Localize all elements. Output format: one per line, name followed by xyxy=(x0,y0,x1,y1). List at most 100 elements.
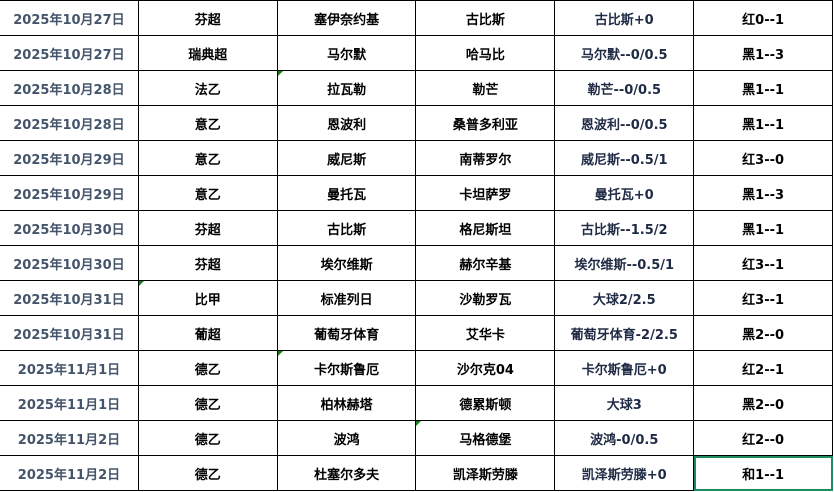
cell-date[interactable]: 2025年10月27日 xyxy=(0,35,139,71)
cell-league[interactable]: 芬超 xyxy=(137,245,278,281)
cell-away[interactable]: 赫尔辛基 xyxy=(415,245,556,281)
cell-date[interactable]: 2025年10月28日 xyxy=(0,70,139,106)
cell-handicap[interactable]: 古比斯--1.5/2 xyxy=(554,210,695,246)
cell-result[interactable]: 红2--0 xyxy=(693,420,833,456)
cell-date[interactable]: 2025年10月29日 xyxy=(0,140,139,176)
cell-date[interactable]: 2025年11月1日 xyxy=(0,350,139,386)
cell-away[interactable]: 勒芒 xyxy=(415,70,556,106)
cell-league[interactable]: 德乙 xyxy=(137,455,278,491)
cell-handicap[interactable]: 葡萄牙体育-2/2.5 xyxy=(554,315,695,351)
cell-away[interactable]: 古比斯 xyxy=(415,0,556,36)
cell-home[interactable]: 塞伊奈约基 xyxy=(276,0,417,36)
cell-handicap[interactable]: 威尼斯--0.5/1 xyxy=(554,140,695,176)
cell-result[interactable]: 黑2--0 xyxy=(693,385,833,421)
cell-date[interactable]: 2025年11月1日 xyxy=(0,385,139,421)
cell-league[interactable]: 葡超 xyxy=(137,315,278,351)
cell-result[interactable]: 红3--1 xyxy=(693,280,833,316)
cell-handicap[interactable]: 古比斯+0 xyxy=(554,0,695,36)
cell-home[interactable]: 曼托瓦 xyxy=(276,175,417,211)
table-row: 2025年11月2日 德乙 波鸿 马格德堡 波鸿-0/0.5 红2--0 xyxy=(0,420,833,456)
cell-away[interactable]: 德累斯顿 xyxy=(415,385,556,421)
cell-home[interactable]: 埃尔维斯 xyxy=(276,245,417,281)
table-row: 2025年10月27日 瑞典超 马尔默 哈马比 马尔默--0/0.5 黑1--3 xyxy=(0,35,833,71)
cell-handicap[interactable]: 恩波利--0/0.5 xyxy=(554,105,695,141)
cell-result[interactable]: 黑1--3 xyxy=(693,35,833,71)
cell-handicap[interactable]: 卡尔斯鲁厄+0 xyxy=(554,350,695,386)
cell-date[interactable]: 2025年10月28日 xyxy=(0,105,139,141)
cell-result[interactable]: 黑1--1 xyxy=(693,70,833,106)
cell-away[interactable]: 格尼斯坦 xyxy=(415,210,556,246)
cell-date[interactable]: 2025年11月2日 xyxy=(0,455,139,491)
table-row: 2025年10月30日 芬超 古比斯 格尼斯坦 古比斯--1.5/2 黑1--1 xyxy=(0,210,833,246)
cell-home[interactable]: 杜塞尔多夫 xyxy=(276,455,417,491)
cell-home[interactable]: 波鸿 xyxy=(276,420,417,456)
cell-league[interactable]: 芬超 xyxy=(137,0,278,36)
cell-result[interactable]: 红2--1 xyxy=(693,350,833,386)
table-row: 2025年10月29日 意乙 威尼斯 南蒂罗尔 威尼斯--0.5/1 红3--0 xyxy=(0,140,833,176)
cell-home[interactable]: 柏林赫塔 xyxy=(276,385,417,421)
cell-date[interactable]: 2025年10月30日 xyxy=(0,210,139,246)
cell-result[interactable]: 黑2--0 xyxy=(693,315,833,351)
table-row: 2025年10月27日 芬超 塞伊奈约基 古比斯 古比斯+0 红0--1 xyxy=(0,0,833,36)
cell-away[interactable]: 凯泽斯劳滕 xyxy=(415,455,556,491)
cell-away[interactable]: 艾华卡 xyxy=(415,315,556,351)
cell-league[interactable]: 芬超 xyxy=(137,210,278,246)
cell-date[interactable]: 2025年11月2日 xyxy=(0,420,139,456)
cell-home[interactable]: 威尼斯 xyxy=(276,140,417,176)
cell-handicap[interactable]: 大球3 xyxy=(554,385,695,421)
cell-away[interactable]: 沙勒罗瓦 xyxy=(415,280,556,316)
cell-league[interactable]: 德乙 xyxy=(137,420,278,456)
cell-league[interactable]: 意乙 xyxy=(137,140,278,176)
cell-date[interactable]: 2025年10月27日 xyxy=(0,0,139,36)
cell-league[interactable]: 比甲 xyxy=(137,280,278,316)
comment-marker-icon xyxy=(277,351,283,356)
cell-result[interactable]: 和1--1 xyxy=(693,455,833,491)
cell-result[interactable]: 黑1--1 xyxy=(693,105,833,141)
comment-marker-icon xyxy=(416,421,422,426)
cell-league[interactable]: 意乙 xyxy=(137,105,278,141)
cell-league[interactable]: 法乙 xyxy=(137,70,278,106)
cell-away[interactable]: 南蒂罗尔 xyxy=(415,140,556,176)
comment-marker-icon xyxy=(138,281,144,286)
cell-handicap[interactable]: 凯泽斯劳滕+0 xyxy=(554,455,695,491)
cell-handicap[interactable]: 波鸿-0/0.5 xyxy=(554,420,695,456)
cell-result[interactable]: 红3--1 xyxy=(693,245,833,281)
cell-date[interactable]: 2025年10月29日 xyxy=(0,175,139,211)
table-row: 2025年11月1日 德乙 卡尔斯鲁厄 沙尔克04 卡尔斯鲁厄+0 红2--1 xyxy=(0,350,833,386)
comment-marker-icon xyxy=(277,71,283,76)
cell-home[interactable]: 葡萄牙体育 xyxy=(276,315,417,351)
cell-away[interactable]: 哈马比 xyxy=(415,35,556,71)
cell-league[interactable]: 瑞典超 xyxy=(137,35,278,71)
cell-away[interactable]: 卡坦萨罗 xyxy=(415,175,556,211)
table-row: 2025年10月30日 芬超 埃尔维斯 赫尔辛基 埃尔维斯--0.5/1 红3--1 xyxy=(0,245,833,281)
cell-home[interactable]: 卡尔斯鲁厄 xyxy=(276,350,417,386)
cell-home[interactable]: 恩波利 xyxy=(276,105,417,141)
cell-league[interactable]: 德乙 xyxy=(137,385,278,421)
table-row: 2025年10月28日 意乙 恩波利 桑普多利亚 恩波利--0/0.5 黑1--1 xyxy=(0,105,833,141)
cell-result[interactable]: 黑1--3 xyxy=(693,175,833,211)
cell-date[interactable]: 2025年10月30日 xyxy=(0,245,139,281)
cell-result[interactable]: 黑1--1 xyxy=(693,210,833,246)
cell-handicap[interactable]: 勒芒--0/0.5 xyxy=(554,70,695,106)
cell-home[interactable]: 拉瓦勒 xyxy=(276,70,417,106)
table-row: 2025年11月2日 德乙 杜塞尔多夫 凯泽斯劳滕 凯泽斯劳滕+0 和1--1 xyxy=(0,455,833,491)
cell-result[interactable]: 红0--1 xyxy=(693,0,833,36)
table-row: 2025年11月1日 德乙 柏林赫塔 德累斯顿 大球3 黑2--0 xyxy=(0,385,833,421)
cell-home[interactable]: 古比斯 xyxy=(276,210,417,246)
cell-away[interactable]: 马格德堡 xyxy=(415,420,556,456)
cell-league[interactable]: 意乙 xyxy=(137,175,278,211)
cell-handicap[interactable]: 埃尔维斯--0.5/1 xyxy=(554,245,695,281)
cell-away[interactable]: 桑普多利亚 xyxy=(415,105,556,141)
table-row: 2025年10月31日 比甲 标准列日 沙勒罗瓦 大球2/2.5 红3--1 xyxy=(0,280,833,316)
cell-result[interactable]: 红3--0 xyxy=(693,140,833,176)
cell-home[interactable]: 标准列日 xyxy=(276,280,417,316)
cell-handicap[interactable]: 大球2/2.5 xyxy=(554,280,695,316)
cell-away[interactable]: 沙尔克04 xyxy=(415,350,556,386)
cell-date[interactable]: 2025年10月31日 xyxy=(0,315,139,351)
cell-league[interactable]: 德乙 xyxy=(137,350,278,386)
cell-handicap[interactable]: 马尔默--0/0.5 xyxy=(554,35,695,71)
cell-date[interactable]: 2025年10月31日 xyxy=(0,280,139,316)
cell-home[interactable]: 马尔默 xyxy=(276,35,417,71)
cell-handicap[interactable]: 曼托瓦+0 xyxy=(554,175,695,211)
table-row: 2025年10月29日 意乙 曼托瓦 卡坦萨罗 曼托瓦+0 黑1--3 xyxy=(0,175,833,211)
